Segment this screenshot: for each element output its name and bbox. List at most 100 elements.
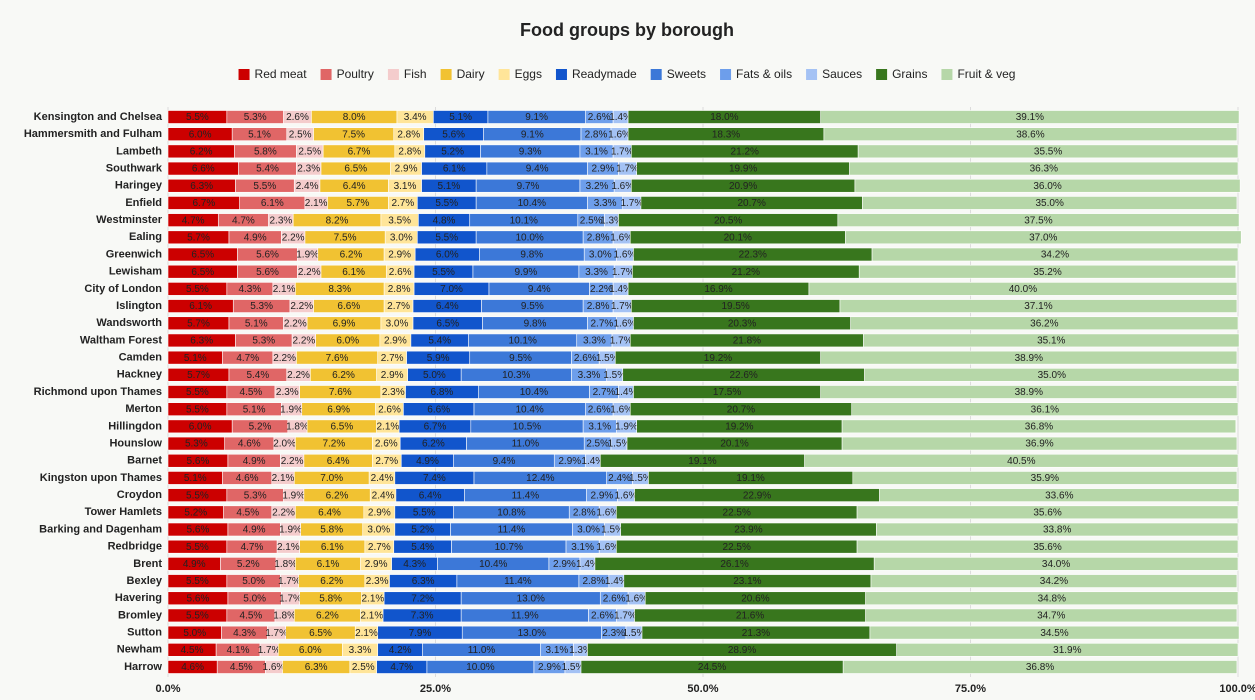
value-label: 11.4% bbox=[498, 525, 526, 536]
value-label: 1.7% bbox=[278, 576, 301, 587]
value-label: 5.3% bbox=[252, 336, 275, 347]
legend-label: Fish bbox=[404, 67, 427, 81]
value-label: 3.0% bbox=[367, 525, 390, 536]
value-label: 5.6% bbox=[187, 456, 210, 467]
value-label: 10.1% bbox=[509, 336, 537, 347]
value-label: 2.6% bbox=[286, 112, 309, 123]
x-tick-label: 100.0% bbox=[1219, 683, 1255, 695]
value-label: 5.5% bbox=[186, 387, 209, 398]
value-label: 36.3% bbox=[1030, 164, 1058, 175]
value-label: 21.2% bbox=[732, 267, 760, 278]
value-label: 2.1% bbox=[277, 542, 300, 553]
y-tick-label: Westminster bbox=[96, 214, 163, 226]
value-label: 5.1% bbox=[449, 112, 472, 123]
value-label: 2.4% bbox=[296, 181, 319, 192]
value-label: 6.4% bbox=[419, 490, 442, 501]
value-label: 2.2% bbox=[284, 318, 307, 329]
value-label: 4.7% bbox=[182, 215, 205, 226]
value-label: 9.4% bbox=[528, 284, 551, 295]
value-label: 9.8% bbox=[520, 250, 543, 261]
legend-swatch bbox=[876, 69, 888, 80]
value-label: 2.9% bbox=[388, 250, 411, 261]
legend-swatch bbox=[555, 69, 567, 80]
value-label: 6.2% bbox=[320, 576, 343, 587]
value-label: 4.7% bbox=[241, 542, 264, 553]
value-label: 2.3% bbox=[269, 215, 292, 226]
value-label: 5.1% bbox=[437, 181, 460, 192]
value-label: 6.5% bbox=[191, 267, 214, 278]
y-tick-label: Bromley bbox=[118, 609, 163, 621]
value-label: 33.6% bbox=[1045, 490, 1073, 501]
y-tick-label: Enfield bbox=[125, 197, 162, 209]
value-label: 5.8% bbox=[319, 593, 342, 604]
value-label: 3.4% bbox=[404, 112, 427, 123]
value-label: 1.5% bbox=[603, 370, 626, 381]
value-label: 23.9% bbox=[734, 525, 762, 536]
value-label: 1.4% bbox=[609, 112, 632, 123]
value-label: 2.2% bbox=[281, 456, 304, 467]
value-label: 7.9% bbox=[409, 628, 432, 639]
y-tick-label: Islington bbox=[116, 300, 162, 312]
value-label: 1.9% bbox=[615, 422, 638, 433]
value-label: 2.1% bbox=[362, 593, 385, 604]
value-label: 5.5% bbox=[253, 181, 276, 192]
value-label: 6.9% bbox=[327, 404, 350, 415]
bar-segment bbox=[845, 230, 1242, 245]
legend-swatch bbox=[498, 69, 510, 80]
y-tick-label: Kingston upon Thames bbox=[40, 472, 162, 484]
legend: Red meat Poultry Fish Dairy Eggs Readymade Swe… bbox=[238, 67, 1015, 81]
value-label: 9.1% bbox=[525, 112, 548, 123]
value-label: 1.7% bbox=[610, 336, 633, 347]
value-label: 19.2% bbox=[704, 353, 732, 364]
value-label: 7.4% bbox=[423, 473, 446, 484]
x-tick-label: 0.0% bbox=[155, 683, 180, 695]
value-label: 2.8% bbox=[587, 232, 610, 243]
value-label: 1.4% bbox=[605, 576, 628, 587]
value-label: 19.1% bbox=[736, 473, 764, 484]
value-label: 1.6% bbox=[608, 129, 631, 140]
value-label: 1.7% bbox=[265, 628, 288, 639]
bar-segment bbox=[849, 161, 1239, 176]
value-label: 2.9% bbox=[592, 164, 615, 175]
value-label: 3.0% bbox=[589, 250, 612, 261]
value-label: 5.4% bbox=[428, 336, 451, 347]
value-label: 6.2% bbox=[326, 490, 349, 501]
value-label: 6.2% bbox=[190, 147, 213, 158]
value-label: 2.3% bbox=[297, 164, 320, 175]
value-label: 2.1% bbox=[273, 284, 296, 295]
value-label: 1.9% bbox=[296, 250, 319, 261]
value-label: 3.1% bbox=[585, 147, 608, 158]
value-label: 24.5% bbox=[698, 662, 726, 673]
bar-segment bbox=[863, 333, 1240, 348]
value-label: 5.5% bbox=[186, 576, 209, 587]
value-label: 5.3% bbox=[250, 301, 273, 312]
value-label: 5.6% bbox=[187, 525, 210, 536]
value-label: 6.1% bbox=[342, 267, 365, 278]
value-label: 23.1% bbox=[733, 576, 761, 587]
bar-segment bbox=[842, 660, 1238, 674]
y-tick-label: Haringey bbox=[115, 180, 163, 192]
value-label: 1.6% bbox=[263, 662, 286, 673]
value-label: 3.1% bbox=[546, 645, 569, 656]
value-label: 10.4% bbox=[518, 198, 546, 209]
value-label: 6.6% bbox=[337, 301, 360, 312]
value-label: 5.7% bbox=[187, 318, 210, 329]
value-label: 12.4% bbox=[526, 473, 554, 484]
value-label: 2.9% bbox=[365, 559, 388, 570]
value-label: 1.6% bbox=[613, 250, 636, 261]
value-label: 2.9% bbox=[395, 164, 418, 175]
value-label: 1.4% bbox=[581, 456, 604, 467]
value-label: 22.6% bbox=[729, 370, 757, 381]
value-label: 8.3% bbox=[328, 284, 351, 295]
value-label: 2.7% bbox=[593, 387, 616, 398]
value-label: 5.1% bbox=[184, 473, 207, 484]
value-label: 6.5% bbox=[436, 318, 459, 329]
value-label: 3.3% bbox=[585, 267, 608, 278]
bar-segment bbox=[865, 608, 1238, 623]
value-label: 2.8% bbox=[398, 147, 421, 158]
value-label: 22.9% bbox=[743, 490, 771, 501]
value-label: 2.2% bbox=[273, 353, 296, 364]
value-label: 21.6% bbox=[736, 611, 764, 622]
value-label: 4.9% bbox=[416, 456, 439, 467]
value-label: 2.1% bbox=[305, 198, 328, 209]
